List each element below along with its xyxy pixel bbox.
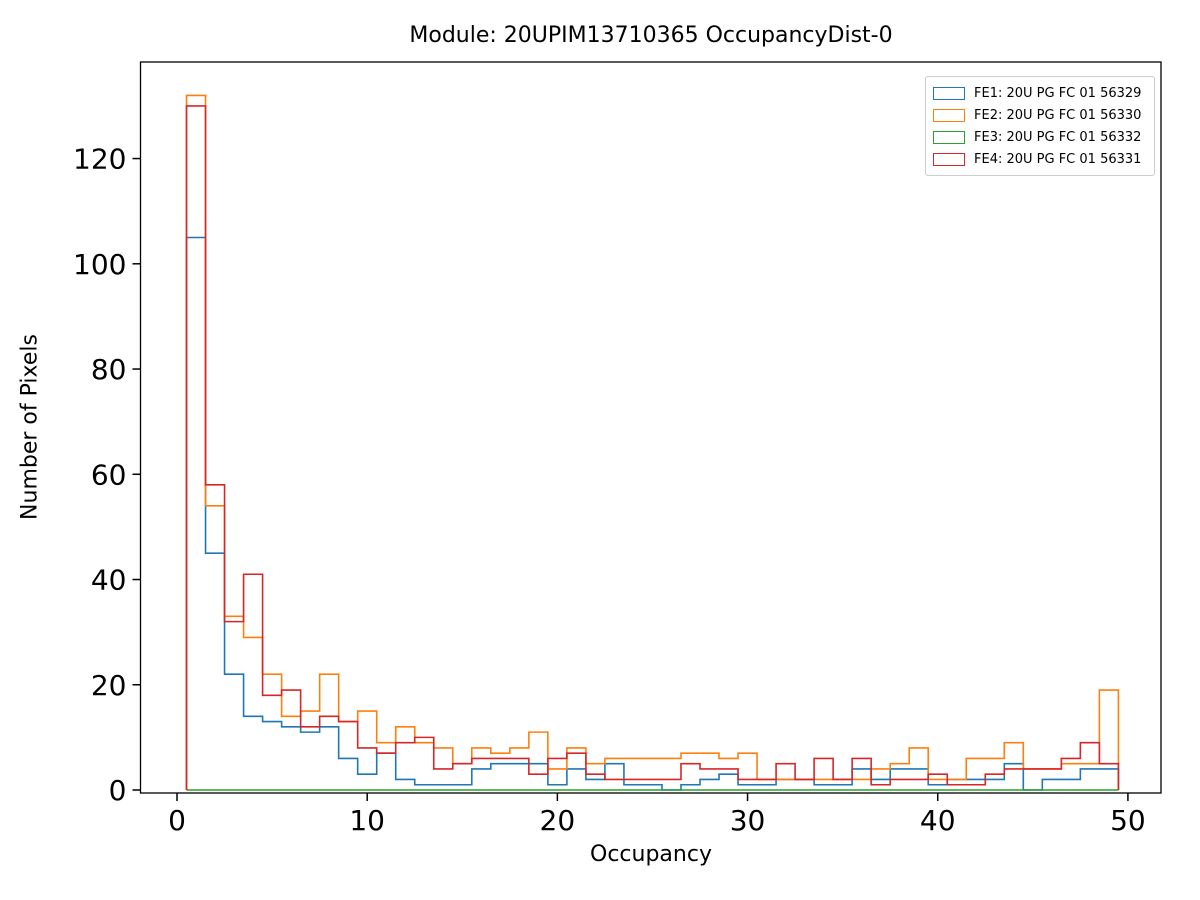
legend-item-fe3: FE3: 20U PG FC 01 56332 <box>933 126 1147 148</box>
y-axis-label: Number of Pixels <box>17 334 43 520</box>
legend-item-fe1: FE1: 20U PG FC 01 56329 <box>933 82 1147 104</box>
legend-label-fe4: FE4: 20U PG FC 01 56331 <box>974 151 1142 167</box>
x-tick-label: 20 <box>540 804 576 837</box>
x-tick-label: 30 <box>730 804 766 837</box>
chart-title: Module: 20UPIM13710365 OccupancyDist-0 <box>409 23 893 48</box>
y-tick-label: 100 <box>73 248 126 281</box>
y-tick-label: 120 <box>73 143 126 176</box>
legend-swatch-fe2 <box>933 108 965 122</box>
legend: FE1: 20U PG FC 01 56329 FE2: 20U PG FC 0… <box>925 76 1155 176</box>
x-tick-label: 50 <box>1110 804 1146 837</box>
y-tick-label: 80 <box>91 353 127 386</box>
legend-swatch-fe4 <box>933 152 965 166</box>
x-tick-label: 0 <box>168 804 186 837</box>
legend-label-fe3: FE3: 20U PG FC 01 56332 <box>974 129 1142 145</box>
legend-label-fe2: FE2: 20U PG FC 01 56330 <box>974 107 1142 123</box>
x-tick-label: 10 <box>349 804 385 837</box>
plot-border <box>139 61 1162 794</box>
legend-swatch-fe1 <box>933 86 965 100</box>
x-tick-label: 40 <box>920 804 956 837</box>
hist-step-fe2 <box>185 94 1120 791</box>
legend-label-fe1: FE1: 20U PG FC 01 56329 <box>974 85 1142 101</box>
legend-swatch-fe3 <box>933 130 965 144</box>
y-tick-label: 40 <box>91 564 127 597</box>
hist-step-fe1 <box>185 236 1120 791</box>
legend-item-fe4: FE4: 20U PG FC 01 56331 <box>933 148 1147 170</box>
x-axis-label: Occupancy <box>590 842 712 867</box>
y-tick-label: 20 <box>91 669 127 702</box>
hist-step-fe4 <box>185 105 1120 791</box>
legend-item-fe2: FE2: 20U PG FC 01 56330 <box>933 104 1147 126</box>
y-tick-label: 60 <box>91 458 127 491</box>
y-tick-label: 0 <box>109 774 127 807</box>
